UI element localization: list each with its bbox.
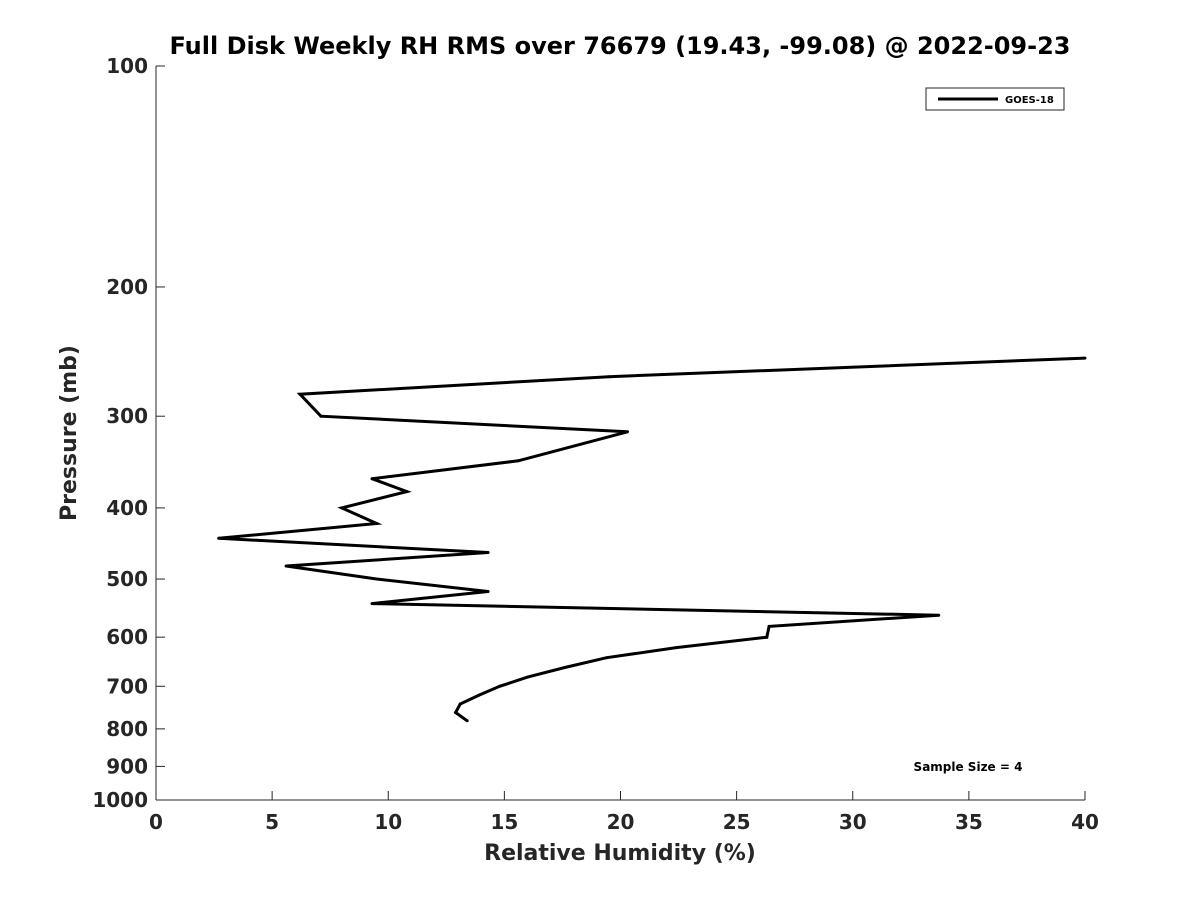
data-point: [526, 675, 530, 679]
y-tick-label: 300: [106, 404, 148, 428]
x-tick-label: 40: [1071, 810, 1099, 834]
data-point: [465, 719, 469, 723]
data-point: [458, 702, 462, 706]
x-tick-label: 25: [723, 810, 751, 834]
data-point: [477, 693, 481, 697]
y-tick-label: 500: [106, 567, 148, 591]
data-point: [498, 684, 502, 688]
data-point: [767, 624, 771, 628]
legend-label-goes-18: GOES-18: [1005, 95, 1054, 106]
data-point: [375, 522, 379, 525]
data-point: [340, 506, 344, 510]
y-tick-label: 400: [106, 496, 148, 520]
series-line-goes-18: [218, 356, 1086, 723]
data-point: [563, 666, 567, 669]
y-axis-ticks: 100 200 300 400 500 600 700 800 900 1000: [92, 54, 165, 812]
data-point: [375, 577, 379, 581]
data-point: [486, 551, 490, 554]
x-tick-label: 0: [149, 810, 163, 834]
y-tick-label: 900: [106, 754, 148, 778]
x-tick-label: 5: [265, 810, 279, 834]
data-point: [284, 564, 288, 568]
data-point: [937, 613, 941, 617]
data-point: [486, 590, 490, 593]
y-tick-label: 200: [106, 275, 148, 299]
data-point: [298, 392, 302, 396]
y-axis-label: Pressure (mb): [57, 345, 82, 521]
data-point: [370, 477, 374, 481]
y-tick-label: 800: [106, 717, 148, 741]
chart-title: Full Disk Weekly RH RMS over 76679 (19.4…: [169, 32, 1070, 60]
x-tick-label: 15: [490, 810, 518, 834]
data-point: [765, 635, 769, 639]
x-axis-label: Relative Humidity (%): [484, 841, 756, 866]
data-point: [1083, 356, 1087, 360]
data-point: [217, 536, 221, 540]
series-layer: [217, 356, 1087, 723]
data-point: [454, 711, 458, 714]
data-point: [370, 602, 374, 606]
x-axis-ticks: 0 5 10 15 20 25 30 35 40: [149, 791, 1099, 834]
y-tick-label: 700: [106, 674, 148, 698]
data-point: [605, 656, 609, 660]
data-point: [626, 430, 629, 434]
y-tick-label: 1000: [92, 788, 148, 812]
data-point: [674, 646, 678, 650]
y-tick-label: 600: [106, 625, 148, 649]
sample-size-annotation: Sample Size = 4: [914, 760, 1023, 774]
y-tick-label: 100: [106, 54, 148, 78]
data-point: [607, 375, 611, 379]
data-point: [319, 414, 323, 418]
x-tick-label: 10: [374, 810, 402, 834]
legend: GOES-18: [925, 87, 1065, 111]
data-point: [516, 459, 520, 463]
x-tick-label: 30: [839, 810, 867, 834]
data-point: [405, 490, 409, 494]
x-tick-label: 35: [955, 810, 983, 834]
x-tick-label: 20: [607, 810, 635, 834]
